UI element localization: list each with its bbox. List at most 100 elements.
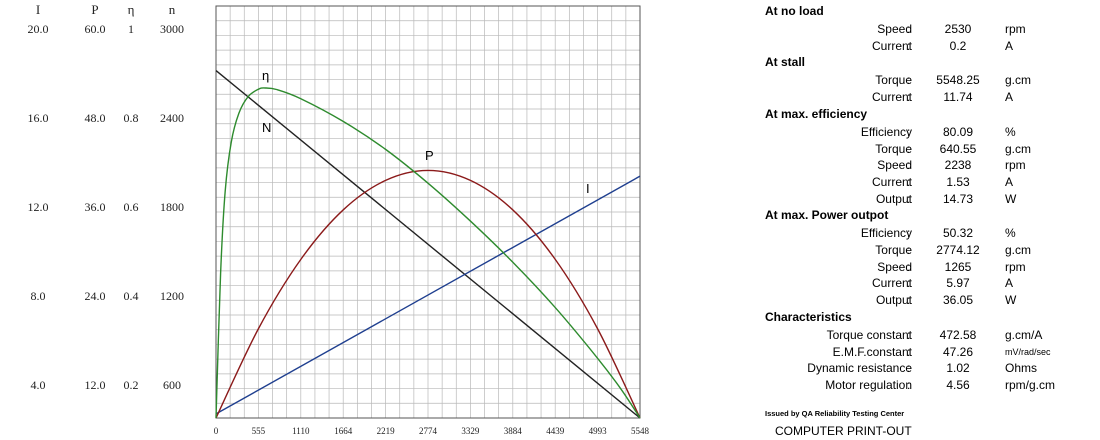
spec-label: Motor regulation [825, 377, 912, 392]
spec-unit: rpm [1005, 22, 1026, 36]
curve-label-eta: η [262, 68, 269, 83]
spec-row: Efficiency: 50.32% [760, 226, 1090, 242]
spec-label: E.M.F.constant [832, 344, 912, 359]
spec-label: Speed [877, 22, 912, 36]
spec-colon: : [907, 73, 911, 88]
spec-row: Current: 5.97 A [760, 276, 1090, 292]
spec-colon: : [907, 327, 911, 342]
spec-colon: : [907, 38, 911, 53]
spec-section-title: At stall [765, 55, 806, 70]
spec-unit: g.cm [1005, 141, 1032, 156]
spec-value: 14.73 [942, 191, 974, 206]
spec-unit: W [1005, 293, 1017, 308]
spec-row: Torque constant: 472.58 g.cm/A [760, 328, 1090, 344]
spec-label: Current [871, 38, 912, 53]
spec-colon: : [907, 124, 911, 139]
spec-colon: : [907, 174, 911, 189]
spec-value: 1.53 [946, 174, 970, 189]
x-tick-label: 1664 [334, 426, 353, 436]
spec-row: Speed: 2238 rpm [760, 158, 1090, 174]
x-tick-label: 2219 [377, 426, 396, 436]
spec-colon: : [907, 259, 911, 274]
spec-value: 640.55 [939, 141, 977, 156]
spec-value: 11.74 [943, 90, 973, 105]
spec-value: 80.09 [942, 124, 974, 139]
axis-scale-value: 48.0 [84, 111, 106, 125]
spec-row: Torque: 5548.25 g.cm [760, 73, 1090, 89]
spec-label: Torque [875, 141, 912, 156]
x-tick-label: 4993 [589, 426, 608, 436]
spec-value: 36.05 [942, 293, 974, 308]
spec-section-title: At max. Power outpot [765, 208, 889, 223]
spec-value: 2238 [944, 158, 972, 173]
spec-row: Output: 36.05 W [760, 293, 1090, 309]
axis-scale-value: 12.0 [84, 378, 106, 392]
spec-label: Torque constant [826, 327, 912, 342]
axis-scale-value: 1 [128, 22, 134, 36]
spec-unit: rpm [1005, 259, 1026, 274]
series-line-i [215, 175, 641, 415]
axis-scale-value: 0.8 [123, 111, 139, 125]
axis-scale-value: 2400 [160, 111, 184, 125]
spec-colon: : [907, 344, 911, 359]
axis-scale-value: 1800 [160, 200, 184, 214]
spec-label: Torque [875, 243, 912, 257]
spec-unit: Ohms [1005, 361, 1038, 376]
axis-scale-value: 0.4 [123, 289, 139, 303]
spec-row: Torque: 2774.12 g.cm [760, 243, 1090, 259]
spec-row: Speed: 1265 rpm [760, 260, 1090, 276]
spec-section-title: At max. efficiency [765, 106, 868, 121]
spec-label: Current [871, 276, 912, 291]
spec-colon: : [907, 158, 911, 173]
spec-row: Dynamic resistance: 1.02 Ohms [760, 361, 1090, 377]
spec-label: Speed [877, 259, 912, 274]
spec-colon: : [907, 276, 911, 291]
spec-value: 5548.25 [936, 73, 980, 88]
spec-section-title: At no load [765, 4, 824, 18]
spec-colon: : [907, 243, 911, 257]
spec-colon: : [907, 141, 911, 156]
curve-label-i: I [586, 181, 590, 196]
plot-frame [215, 5, 641, 419]
spec-label: Efficiency [860, 226, 912, 241]
x-tick-label: 0 [214, 426, 219, 436]
spec-value: 1265 [944, 259, 972, 274]
axis-scale-value: 4.0 [30, 378, 46, 392]
curve-label-p: P [425, 148, 434, 163]
issued-by-note: Issued by QA Reliability Testing Center [765, 409, 905, 418]
axis-scale-value: 600 [163, 378, 181, 392]
spec-label: Efficiency [860, 124, 912, 139]
spec-value: 472.58 [939, 327, 977, 342]
spec-value: 0.2 [949, 38, 967, 53]
spec-label: Current [871, 90, 912, 105]
spec-unit: g.cm/A [1005, 327, 1043, 342]
spec-value: 50.32 [942, 226, 974, 241]
printout-label: COMPUTER PRINT-OUT [775, 424, 912, 438]
spec-unit: rpm [1005, 158, 1026, 173]
spec-row: Current: 11.74 A [760, 90, 1090, 106]
spec-colon: : [907, 361, 911, 376]
spec-label: Speed [877, 158, 912, 173]
spec-unit: rpm/g.cm [1005, 377, 1056, 392]
spec-value: 1.02 [946, 361, 970, 376]
axis-scale-value: 8.0 [30, 289, 46, 303]
x-tick-label: 555 [252, 426, 266, 436]
axis-scale-value: 1200 [160, 289, 184, 303]
axis-scale-value: 20.0 [27, 22, 49, 36]
spec-value: 2530 [944, 22, 972, 36]
series-line-n [215, 70, 641, 419]
axis-header-1: P [91, 2, 99, 17]
spec-value: 47.26 [942, 344, 974, 359]
spec-colon: : [907, 293, 911, 308]
axis-header-0: I [35, 2, 41, 17]
axis-scale-value: 60.0 [84, 22, 106, 36]
spec-colon: : [907, 90, 911, 105]
axis-scale-value: 12.0 [27, 200, 49, 214]
spec-label: Output [875, 293, 912, 308]
spec-row: Speed: 2530 rpm [760, 22, 1090, 38]
spec-row: Current: 0.2 A [760, 39, 1090, 55]
spec-row: Motor regulation: 4.56 rpm/g.cm [760, 378, 1090, 394]
series-line-p [215, 169, 641, 419]
spec-row: Efficiency: 80.09% [760, 125, 1090, 141]
